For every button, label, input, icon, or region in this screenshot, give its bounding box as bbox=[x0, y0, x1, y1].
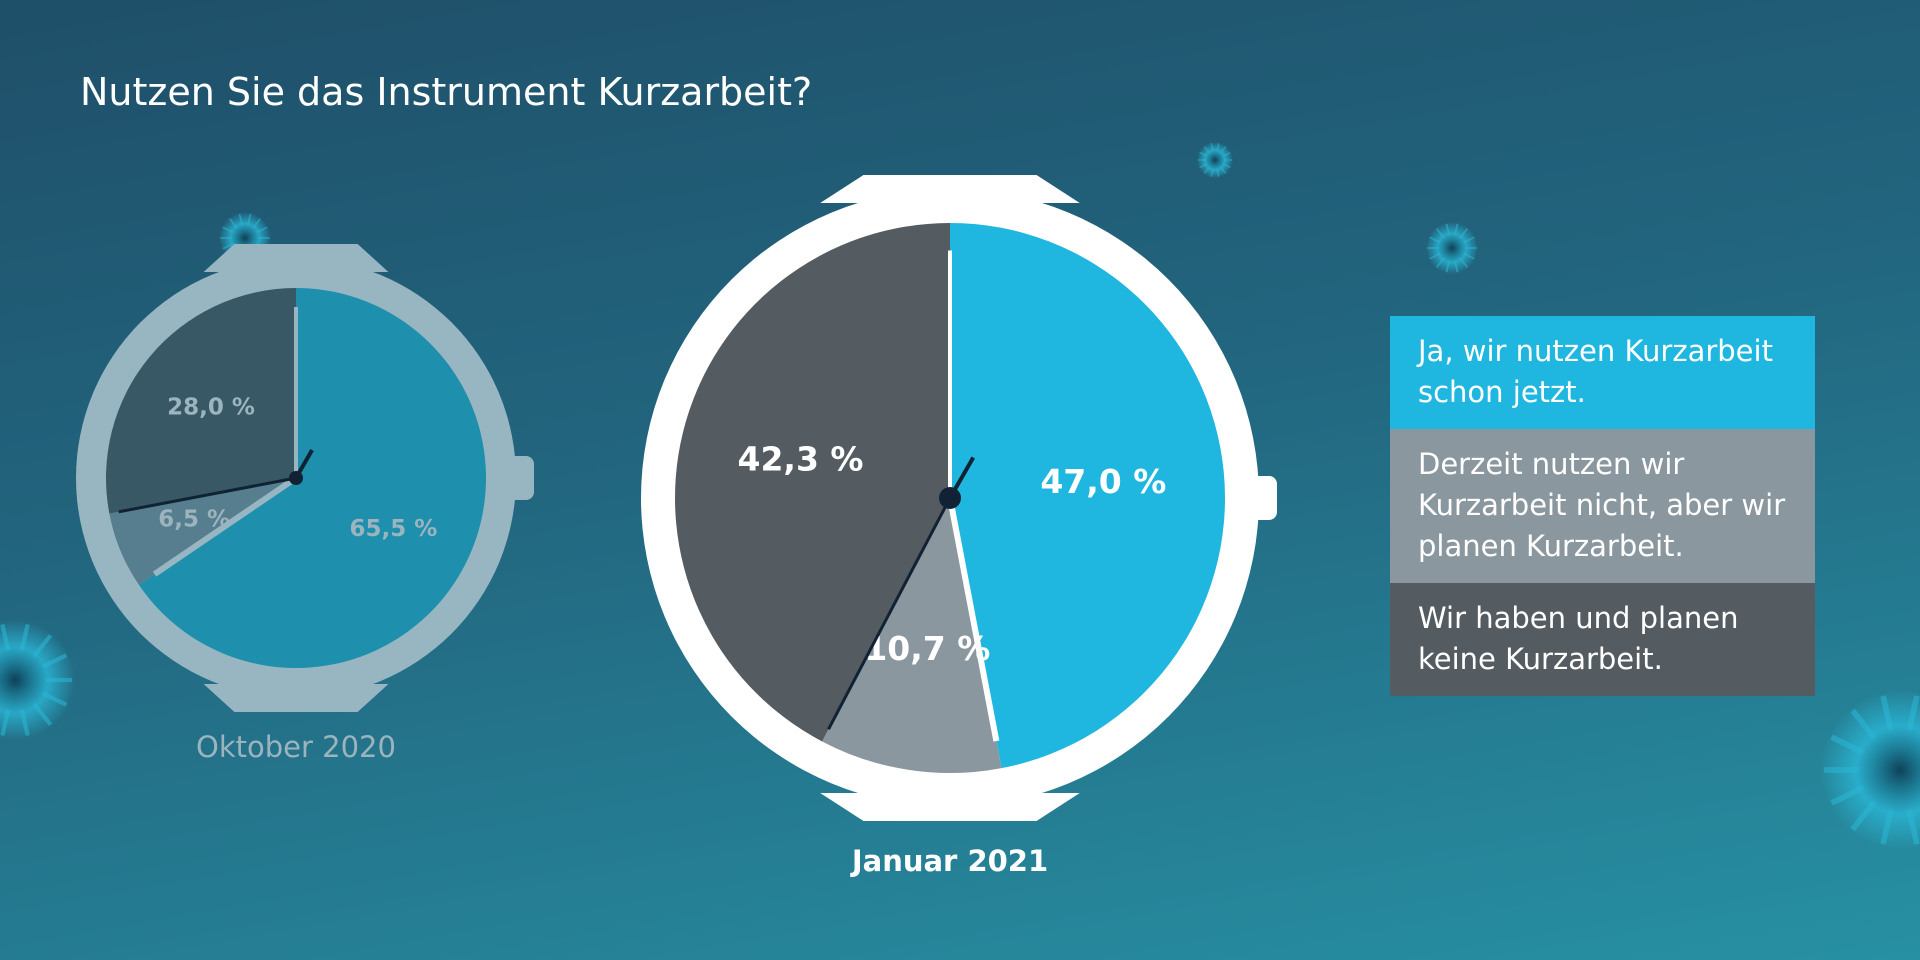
virus-icon bbox=[1820, 690, 1920, 850]
data-label-no: 42,3 % bbox=[737, 440, 863, 479]
chart-caption: Oktober 2020 bbox=[196, 730, 396, 764]
watch-oktober-2020: 65,5 %6,5 %28,0 %Oktober 2020 bbox=[76, 244, 534, 764]
legend-item-no: Wir haben und planen keine Kurzarbeit. bbox=[1390, 583, 1815, 696]
chart-title: Nutzen Sie das Instrument Kurzarbeit? bbox=[80, 70, 813, 114]
watch-hand bbox=[152, 475, 298, 577]
watch-hub bbox=[289, 471, 303, 485]
legend-item-yes: Ja, wir nutzen Kurzarbeit schon jetzt. bbox=[1390, 316, 1815, 429]
pie-slice-yes bbox=[950, 223, 1225, 769]
virus-icon bbox=[1426, 222, 1478, 274]
chart-caption: Januar 2021 bbox=[850, 844, 1048, 878]
legend: Ja, wir nutzen Kurzarbeit schon jetzt. D… bbox=[1390, 316, 1815, 696]
watch-hub bbox=[939, 487, 961, 509]
virus-icon bbox=[0, 620, 75, 740]
pie-slice-planned bbox=[822, 498, 1002, 773]
data-label-planned: 10,7 % bbox=[864, 629, 990, 668]
legend-label-planned: Derzeit nutzen wir Kurzarbeit nicht, abe… bbox=[1418, 447, 1786, 563]
virus-icon bbox=[1197, 142, 1233, 178]
pie-slice-no bbox=[675, 223, 950, 742]
watch-hand bbox=[827, 497, 952, 730]
pie-slice-yes bbox=[138, 288, 487, 668]
pie-slice-planned bbox=[109, 478, 297, 585]
legend-item-planned: Derzeit nutzen wir Kurzarbeit nicht, abe… bbox=[1390, 429, 1815, 583]
legend-label-no: Wir haben und planen keine Kurzarbeit. bbox=[1418, 601, 1739, 676]
data-label-no: 28,0 % bbox=[167, 394, 255, 420]
virus-decoration-group bbox=[0, 142, 1920, 850]
watch-januar-2021: 47,0 % 10,7 % 42,3 % Januar 2021 bbox=[641, 175, 1277, 878]
watch-hand bbox=[947, 497, 1000, 742]
legend-label-yes: Ja, wir nutzen Kurzarbeit schon jetzt. bbox=[1418, 334, 1773, 409]
watch-hand bbox=[118, 476, 297, 514]
pie-slice-no bbox=[106, 288, 296, 514]
data-label-yes: 47,0 % bbox=[1040, 462, 1166, 501]
data-label-yes: 65,5 % bbox=[349, 516, 437, 542]
